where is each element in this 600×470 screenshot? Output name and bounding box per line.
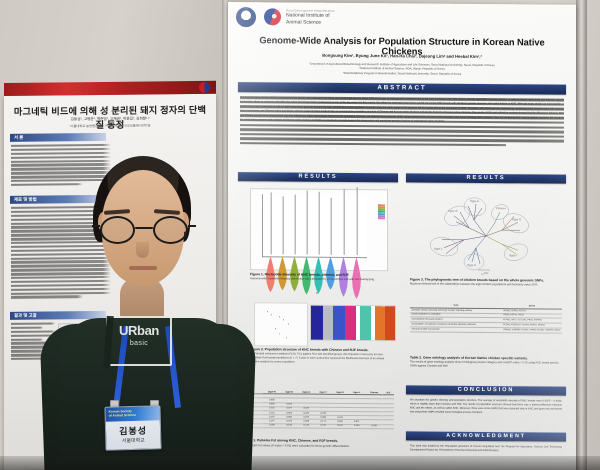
table-1-caption: Table 1. Pairwise Fst among KNC, Chinese… [244, 438, 394, 448]
table-2-gene-ontology: Term Genes adenylate cyclase-activating … [410, 303, 562, 333]
figure-2-admixture-barplot [310, 304, 396, 342]
mouth [129, 266, 157, 270]
svg-text:Ogye-G: Ogye-G [512, 217, 521, 221]
figure-3-caption-rest: Maximum likhood tree of the relationship… [410, 282, 539, 287]
admix-band-ogye-w [311, 305, 323, 340]
table-2-caption-rest: The results of gene ontology analysis sh… [410, 360, 559, 368]
t1-r7c2: 0.166 [280, 423, 298, 428]
figure-2-pca-scatter [254, 302, 308, 347]
poster-header: RDA Rural Development Administration Nat… [228, 2, 576, 35]
section-header-results-left: RESULTS [238, 172, 398, 183]
emblem-label: RDA [241, 14, 251, 21]
taegeuk-logo-icon [264, 8, 281, 26]
svg-text:Ogye-W: Ogye-W [448, 209, 458, 213]
nose [136, 242, 149, 258]
t2-r4c0: chemical synaptic transmission [410, 326, 502, 333]
main-conference-poster: RDA Rural Development Administration Nat… [228, 2, 576, 470]
t1-r7c1: 0.189 [262, 423, 281, 428]
abstract-text: The Korean native chicken (KNC), compris… [240, 96, 564, 149]
badge-header-line-2: of Animal Science [108, 412, 137, 418]
t1-r7c3: 0.175 [297, 423, 315, 428]
eyeglasses [92, 216, 196, 244]
admix-band-ogye-y [344, 305, 357, 341]
section-header-acknowledgment: ACKNOWLEDGMENT [406, 431, 566, 442]
glasses-temple-right [188, 225, 196, 228]
table-row: chemical synaptic transmission GRIN2A, G… [410, 326, 562, 333]
conference-name-badge: Korean Society of Animal Science 김봉성 서울대… [104, 405, 162, 451]
svg-text:Ogye-R: Ogye-R [467, 263, 476, 267]
figure-1-violin-plot [250, 187, 388, 271]
admix-band-rjf [384, 306, 395, 341]
badge-header-text: Korean Society of Animal Science [108, 408, 137, 418]
t1-r7c7: 0.188 [365, 424, 384, 429]
t1-r7c4: 0.212 [314, 423, 332, 429]
svg-text:Ogye-Y: Ogye-Y [509, 253, 518, 257]
figure-2-caption: Figure 2. Population structure of KNC br… [250, 347, 392, 365]
org-institute-line-2: Animal Science [286, 18, 322, 26]
floor-shadow [0, 456, 600, 470]
abstract-paragraph: The Korean native chicken (KNC), compris… [240, 96, 564, 123]
wall-seam-right [576, 0, 587, 470]
svg-text:RJF: RJF [484, 271, 489, 275]
glasses-temple-left [92, 225, 100, 228]
svg-text:Ogye-L: Ogye-L [434, 247, 443, 251]
tshirt-logo-line-2: basic [129, 340, 149, 347]
admix-band-ogye-g [332, 305, 345, 340]
phylo-scale-label: 0.1 [481, 273, 485, 276]
section-header-abstract: ABSTRACT [238, 82, 566, 95]
conclusion-text: We elucidate the genetic diversity and p… [410, 398, 562, 415]
t1-r7c8 [383, 424, 394, 429]
table-row: RJF 0.189 0.166 0.175 0.212 0.181 0.163 … [244, 423, 394, 429]
wall-seam-left [222, 0, 229, 470]
figure-2-caption-rest: (A) Principal component analysis (PCA). … [250, 351, 385, 364]
acknowledgment-text: This work was funded by the 'Population … [410, 444, 562, 453]
left-poster-header-band [4, 80, 216, 96]
svg-text:Ogye-B: Ogye-B [470, 199, 479, 203]
figure-3-phylogenetic-tree: Ogye-W Ogye-B Ogye-G Ogye-Y Ogye-R Ogye-L C… [414, 189, 558, 278]
t2-r4c1: GRIN2A, GABRB2, GLRA1, NTRK2, KCNQ1, SNA… [501, 327, 562, 333]
poster-affiliations: ¹Department of Agricultural Biotechnolog… [240, 61, 564, 77]
admix-band-ogye-l [359, 306, 372, 341]
admix-band-chinese [374, 306, 385, 341]
figure-3-caption: Figure 3. The phylogenetic tree of chick… [410, 277, 560, 287]
badge-organization: 서울대학교 [121, 437, 145, 445]
lens-right [153, 216, 188, 244]
badge-header: Korean Society of Animal Science [105, 406, 160, 422]
rda-emblem-icon: RDA [236, 7, 256, 28]
left-poster-section-heading-0: 서 론 [10, 132, 106, 142]
t1-r7c6: 0.163 [348, 423, 366, 429]
t1-r7c5: 0.181 [331, 423, 349, 429]
table-1-pairwise-fst: Ogye-W Ogye-B Ogye-G Ogye-Y Ogye-R Ogye-… [244, 390, 394, 429]
organization-text: Rural Development Administration Nationa… [286, 8, 335, 25]
org-institute-line-1: National Institute of [286, 12, 330, 19]
tshirt-logo-line-1: URban [119, 323, 159, 338]
admix-band-ogye-b [322, 305, 333, 340]
lens-left [100, 216, 135, 244]
glasses-bridge [135, 227, 153, 230]
violin-plot-legend [378, 204, 385, 220]
tshirt-logo: URban basic [103, 315, 172, 369]
section-header-results-right: RESULTS [406, 173, 566, 184]
table-2-caption: Table 2. Gene ontology analysis of Korea… [410, 355, 560, 369]
table-1-caption-rest: Significant Fst values (P-value < 0.01) … [244, 442, 350, 448]
figure-1-caption: Figure 1. Nucleotide diversity of KNC br… [250, 272, 390, 282]
section-header-conclusion: CONCLUSION [406, 385, 566, 396]
left-poster-logo-icon [199, 81, 210, 93]
figure-1-panel-label: a [316, 290, 318, 295]
person-standing: URban basic Korean Society of Animal Sci… [39, 150, 257, 470]
phylogenetic-tree-svg: Ogye-W Ogye-B Ogye-G Ogye-Y Ogye-R Ogye-L C… [429, 197, 529, 276]
svg-text:Chinese: Chinese [496, 206, 506, 210]
violin-plot-axes [262, 187, 367, 258]
